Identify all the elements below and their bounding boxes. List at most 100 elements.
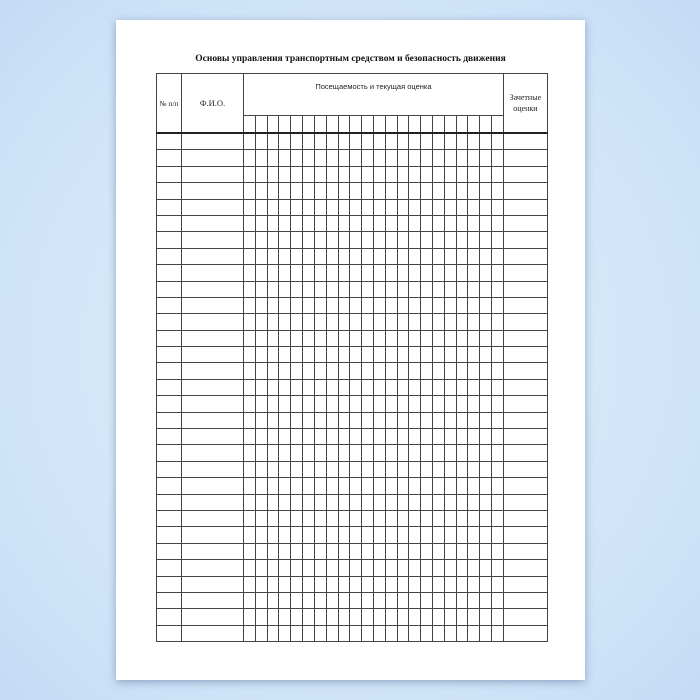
attendance-cell: [372, 280, 386, 298]
credit-grade-cell: [502, 395, 548, 413]
attendance-cell: [254, 378, 268, 397]
attendance-cell: [278, 378, 292, 397]
number-cell: [156, 362, 182, 380]
attendance-cell: [455, 608, 469, 626]
attendance-cell: [432, 624, 445, 643]
attendance-cell: [325, 624, 339, 643]
credit-grade-cell: [502, 132, 548, 151]
attendance-cell: [325, 264, 339, 282]
attendance-cell: [254, 198, 268, 216]
attendance-cell: [408, 477, 422, 495]
attendance-cell: [349, 542, 363, 561]
attendance-cell: [349, 329, 363, 348]
attendance-cell: [349, 231, 363, 249]
attendance-cell: [432, 264, 445, 282]
attendance-cell: [432, 608, 445, 626]
lesson-column-header: [278, 115, 292, 134]
attendance-cell: [325, 395, 339, 413]
attendance-cell: [254, 411, 268, 430]
name-cell: [181, 329, 244, 348]
attendance-cell: [432, 411, 445, 430]
attendance-cell: [432, 346, 445, 364]
name-cell: [181, 444, 244, 462]
attendance-cell: [278, 231, 292, 249]
attendance-cell: [491, 231, 504, 249]
document-title: Основы управления транспортным средством…: [195, 54, 506, 64]
attendance-cell: [396, 296, 410, 315]
attendance-cell: [302, 411, 315, 430]
attendance-cell: [491, 477, 504, 495]
lesson-column-header: [243, 115, 256, 134]
attendance-cell: [432, 165, 445, 184]
name-cell: [181, 395, 244, 413]
attendance-cell: [384, 149, 398, 167]
number-cell: [156, 395, 182, 413]
name-cell: [181, 608, 244, 626]
attendance-cell: [266, 165, 280, 184]
attendance-cell: [313, 509, 327, 528]
attendance-cell: [467, 477, 481, 495]
attendance-cell: [325, 329, 339, 348]
attendance-cell: [396, 313, 410, 331]
attendance-cell: [372, 149, 386, 167]
attendance-cell: [266, 591, 280, 610]
attendance-cell: [361, 575, 374, 593]
number-cell: [156, 411, 182, 430]
student-row: [156, 509, 548, 528]
attendance-cell: [313, 214, 327, 233]
attendance-cell: [491, 378, 504, 397]
attendance-cell: [290, 182, 304, 200]
attendance-cell: [396, 460, 410, 479]
attendance-cell: [479, 165, 493, 184]
attendance-cell: [396, 395, 410, 413]
attendance-cell: [302, 624, 315, 643]
student-row: [156, 182, 548, 200]
attendance-cell: [396, 542, 410, 561]
attendance-cell: [278, 493, 292, 511]
attendance-cell: [349, 509, 363, 528]
attendance-cell: [432, 395, 445, 413]
attendance-cell: [443, 346, 457, 364]
attendance-cell: [420, 346, 433, 364]
attendance-cell: [349, 526, 363, 544]
attendance-cell: [266, 247, 280, 266]
attendance-cell: [443, 231, 457, 249]
number-cell: [156, 280, 182, 298]
lesson-column-header: [266, 115, 280, 134]
lesson-column-header: [455, 115, 469, 134]
attendance-cell: [290, 264, 304, 282]
attendance-cell: [361, 165, 374, 184]
attendance-cell: [467, 362, 481, 380]
credit-grade-cell: [502, 247, 548, 266]
attendance-cell: [266, 559, 280, 577]
attendance-cell: [372, 296, 386, 315]
attendance-cell: [266, 575, 280, 593]
attendance-cell: [443, 591, 457, 610]
attendance-cell: [467, 460, 481, 479]
attendance-cell: [491, 214, 504, 233]
attendance-cell: [408, 624, 422, 643]
attendance-cell: [278, 313, 292, 331]
attendance-cell: [396, 264, 410, 282]
attendance-cell: [384, 182, 398, 200]
attendance-cell: [467, 575, 481, 593]
attendance-cell: [455, 165, 469, 184]
credit-grade-cell: [502, 575, 548, 593]
attendance-cell: [491, 132, 504, 151]
attendance-cell: [313, 411, 327, 430]
number-cell: [156, 247, 182, 266]
attendance-cell: [337, 493, 351, 511]
attendance-cell: [254, 264, 268, 282]
attendance-cell: [361, 591, 374, 610]
attendance-cell: [254, 346, 268, 364]
attendance-cell: [455, 214, 469, 233]
attendance-cell: [243, 493, 256, 511]
attendance-cell: [302, 296, 315, 315]
attendance-cell: [290, 362, 304, 380]
attendance-cell: [491, 559, 504, 577]
attendance-cell: [337, 231, 351, 249]
attendance-cell: [337, 542, 351, 561]
attendance-cell: [278, 411, 292, 430]
credit-grade-cell: [502, 296, 548, 315]
attendance-cell: [384, 313, 398, 331]
